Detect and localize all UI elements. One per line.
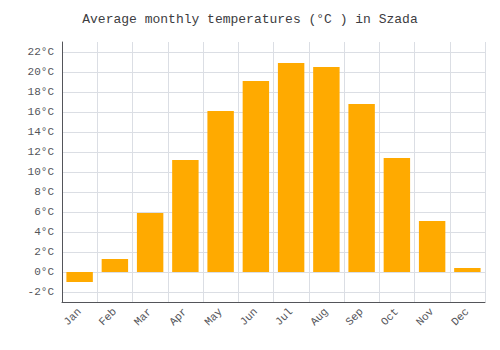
svg-text:16°C: 16°C bbox=[28, 106, 55, 118]
svg-text:Jan: Jan bbox=[61, 306, 83, 328]
svg-text:Jul: Jul bbox=[273, 306, 295, 328]
svg-text:Feb: Feb bbox=[97, 306, 119, 328]
svg-text:12°C: 12°C bbox=[28, 146, 55, 158]
svg-text:2°C: 2°C bbox=[34, 246, 54, 258]
svg-text:Apr: Apr bbox=[167, 306, 189, 328]
svg-text:0°C: 0°C bbox=[34, 266, 54, 278]
svg-text:Nov: Nov bbox=[414, 305, 437, 328]
svg-text:18°C: 18°C bbox=[28, 86, 55, 98]
svg-text:Average monthly temperatures (: Average monthly temperatures (°C ) in Sz… bbox=[82, 12, 418, 27]
svg-text:8°C: 8°C bbox=[34, 186, 54, 198]
svg-text:-2°C: -2°C bbox=[28, 286, 55, 298]
svg-text:14°C: 14°C bbox=[28, 126, 55, 138]
svg-text:20°C: 20°C bbox=[28, 66, 55, 78]
svg-text:4°C: 4°C bbox=[34, 226, 54, 238]
svg-text:Mar: Mar bbox=[132, 306, 154, 328]
svg-text:Aug: Aug bbox=[308, 306, 330, 328]
svg-text:Jun: Jun bbox=[238, 306, 260, 328]
svg-text:Sep: Sep bbox=[343, 306, 365, 328]
svg-text:22°C: 22°C bbox=[28, 46, 55, 58]
svg-text:Oct: Oct bbox=[379, 306, 401, 328]
svg-text:Dec: Dec bbox=[449, 306, 471, 328]
svg-text:6°C: 6°C bbox=[34, 206, 54, 218]
svg-text:10°C: 10°C bbox=[28, 166, 55, 178]
svg-text:May: May bbox=[202, 305, 225, 328]
